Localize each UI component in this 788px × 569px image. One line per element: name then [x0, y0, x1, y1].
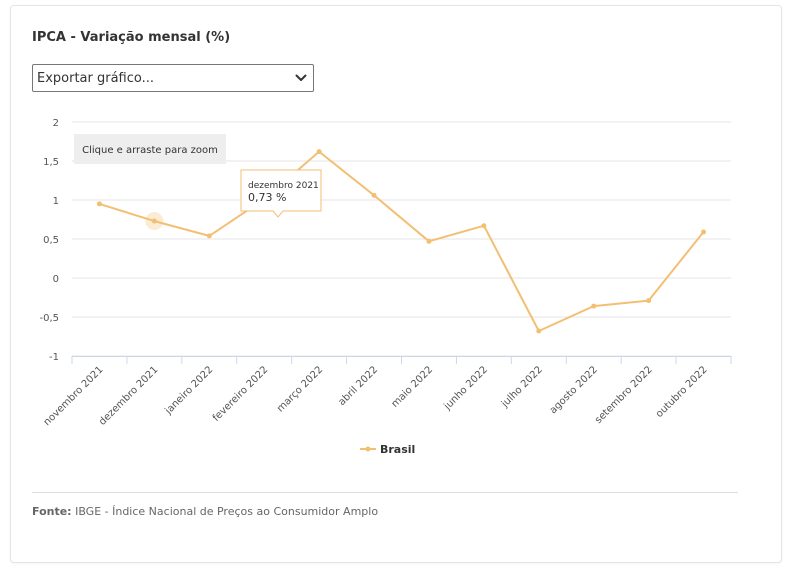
export-select[interactable]: Exportar gráfico...: [32, 64, 314, 92]
series-brasil[interactable]: [96, 149, 707, 334]
x-tick-label: outubro 2022: [654, 364, 710, 420]
tooltip-box: [240, 169, 322, 218]
legend-label: Brasil: [380, 443, 415, 456]
x-tick-label: agosto 2022: [548, 364, 600, 416]
x-tick-label: janeiro 2022: [163, 364, 216, 417]
x-tick-label: março 2022: [275, 364, 325, 414]
chart-title: IPCA - Variação mensal (%): [32, 30, 231, 45]
legend-item-brasil[interactable]: Brasil: [360, 443, 415, 456]
y-axis-labels: -1 -0,5 0 0,5 1 1,5 2: [39, 118, 59, 363]
footer-divider: [32, 492, 738, 493]
y-tick-label: 2: [53, 118, 59, 129]
data-point[interactable]: [701, 229, 707, 235]
y-tick-label: -1: [49, 352, 59, 363]
tooltip-title: dezembro 2021: [248, 181, 319, 191]
y-tick-label: 1: [53, 196, 59, 207]
legend-marker-icon: [365, 446, 371, 452]
x-tick-label: junho 2022: [442, 364, 490, 412]
source-label: Fonte:: [32, 505, 72, 518]
y-tick-label: 1,5: [43, 157, 59, 168]
data-point[interactable]: [371, 192, 377, 198]
x-tick-label: julho 2022: [499, 364, 545, 410]
source-text: IBGE - Índice Nacional de Preços ao Cons…: [75, 505, 379, 518]
data-point[interactable]: [316, 149, 322, 155]
x-tick-label: fevereiro 2022: [211, 364, 271, 424]
tooltip: dezembro 2021 0,73 %: [240, 169, 322, 218]
data-point[interactable]: [481, 223, 487, 229]
zoom-hint-label: Clique e arraste para zoom: [82, 145, 218, 156]
data-point[interactable]: [591, 303, 597, 309]
zoom-hint-background: [74, 134, 226, 164]
data-point[interactable]: [151, 218, 157, 224]
data-point[interactable]: [646, 298, 652, 304]
series-line: [99, 150, 705, 332]
y-tick-label: 0,5: [43, 235, 59, 246]
x-tick-label: setembro 2022: [593, 364, 655, 426]
x-tick-label: abril 2022: [336, 364, 380, 408]
x-tick-label: dezembro 2021: [97, 364, 160, 427]
export-select-label: Exportar gráfico...: [37, 70, 155, 86]
chart-card: [10, 5, 782, 563]
data-point[interactable]: [536, 328, 542, 334]
chevron-down-icon: [295, 74, 307, 81]
data-point[interactable]: [96, 201, 102, 207]
zoom-hint[interactable]: Clique e arraste para zoom: [74, 134, 226, 164]
data-point[interactable]: [206, 233, 212, 239]
y-tick-label: -0,5: [39, 313, 59, 324]
y-tick-label: 0: [53, 274, 59, 285]
tooltip-value: 0,73 %: [248, 191, 286, 204]
x-axis: [71, 356, 732, 364]
source-note: Fonte: IBGE - Índice Nacional de Preços …: [32, 505, 378, 518]
x-tick-label: novembro 2021: [42, 364, 106, 428]
data-point[interactable]: [426, 238, 432, 244]
x-tick-label: maio 2022: [390, 364, 436, 410]
